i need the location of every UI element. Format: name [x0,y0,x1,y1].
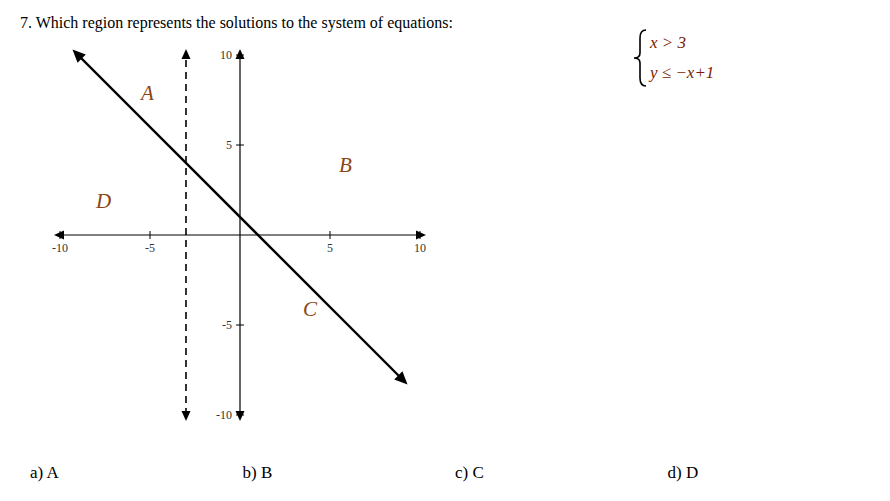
y-tick [236,415,244,416]
y-axis-line [239,55,240,415]
chart-container: 7. Which region represents the solutions… [0,0,890,501]
line-arrow [182,49,191,59]
x-tick-label: -5 [145,241,155,255]
line-arrow [394,371,407,384]
series-line [185,55,187,415]
chart-svg: 7. Which region represents the solutions… [0,0,890,501]
region-label: B [339,153,352,177]
region-label: C [303,297,318,321]
line-arrow [72,49,85,62]
line-arrow [182,411,191,421]
answer-choice: a) A [30,463,60,482]
series-line [78,55,402,379]
x-tick-label: 10 [414,241,426,255]
x-tick-label: -10 [52,241,68,255]
answer-choice: c) C [455,463,484,482]
region-label: D [95,189,111,213]
equation: y ≤ −x+1 [648,63,714,82]
equation: x > 3 [649,33,686,52]
y-tick-label: 10 [220,48,232,62]
plot-area [78,55,402,415]
y-tick-label: -5 [222,318,232,332]
annotations: A B C Dx > 3 y ≤ −x+1 a) A b) B c) C d) D [30,30,714,482]
title: 7. Which region represents the solutions… [20,14,453,32]
axis-arrow [54,231,64,240]
y-tick-label: 5 [226,138,232,152]
x-tick [150,231,151,239]
y-tick [236,325,244,326]
x-tick [420,231,421,239]
x-tick [60,231,61,239]
x-tick [330,231,331,239]
axis-arrow [236,49,245,59]
axis-arrow [236,411,245,421]
axes: -10 -5 5 10 -10 -5 5 10 [52,48,426,422]
x-tick-label: 5 [327,241,333,255]
region-label: A [139,81,154,105]
y-tick [236,145,244,146]
line-arrows [72,49,407,421]
answer-choice: b) B [243,463,273,482]
y-tick-label: -10 [216,408,232,422]
equation-brace [634,30,646,86]
axis-arrow [416,231,426,240]
answer-choice: d) D [668,463,699,482]
y-tick [236,55,244,56]
